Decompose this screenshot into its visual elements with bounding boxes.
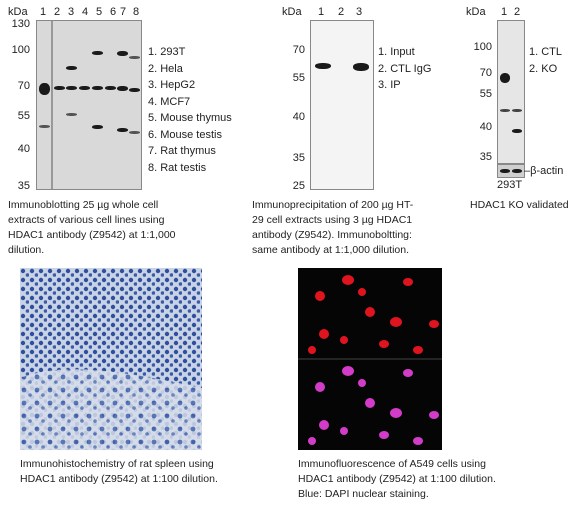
legend-item: 3. IP [378, 79, 401, 91]
panel-b-unit: kDa [282, 6, 302, 18]
caption-line: Immunohistochemistry of rat spleen using [20, 458, 214, 470]
caption-line: Immunoblotting 25 µg whole cell [8, 199, 159, 211]
lane-label: 3 [356, 6, 363, 18]
caption-line: Blue: DAPI nuclear staining. [298, 488, 429, 500]
ihc-image [20, 268, 202, 450]
lane-label: 1 [318, 6, 325, 18]
mw-marker: 55 [292, 72, 305, 84]
mw-marker: 35 [17, 180, 30, 192]
caption-line: Immunoprecipitation of 200 µg HT- [252, 199, 414, 211]
western-blot-b [310, 20, 374, 190]
mw-marker: 70 [479, 67, 492, 79]
western-blot-a [36, 20, 142, 190]
panel-b-legend: 1. Input 2. CTL IgG 3. IP [378, 44, 431, 94]
lane-label: 6 [110, 6, 117, 18]
caption-line: HDAC1 KO validated [470, 199, 569, 211]
mw-marker: 70 [17, 80, 30, 92]
mw-marker: 55 [17, 110, 30, 122]
legend-item: 8. Rat testis [148, 161, 207, 174]
mw-marker: 25 [292, 180, 305, 192]
lane-label: 3 [68, 6, 75, 18]
caption-line: same antibody at 1:1,000 dilution. [252, 244, 410, 256]
lane-label: 1 [501, 6, 508, 18]
mw-marker: 70 [292, 44, 305, 56]
caption-line: dilution. [8, 244, 45, 256]
mw-marker: 40 [292, 111, 305, 123]
lane-label: 7 [120, 6, 127, 18]
legend-item: 6. Mouse testis [148, 128, 222, 141]
panel-a-unit: kDa [8, 6, 28, 18]
actin-label: –β-actin [524, 165, 564, 177]
lane-label: 1 [40, 6, 47, 18]
legend-item: 5. Mouse thymus [148, 112, 232, 124]
panel-c-unit: kDa [466, 6, 486, 18]
mw-marker: 55 [479, 88, 492, 100]
lane-label: 2 [514, 6, 521, 18]
caption-line: HDAC1 antibody (Z9542) at 1:100 dilution… [20, 473, 218, 485]
caption-line: antibody (Z9542). Immunoboltting: [252, 229, 412, 241]
panel-d-caption: Immunohistochemistry of rat spleen using… [20, 457, 280, 487]
panel-b-caption: Immunoprecipitation of 200 µg HT- 29 cel… [252, 198, 462, 258]
legend-item: 2. CTL IgG [378, 62, 432, 75]
mw-marker: 100 [11, 44, 30, 56]
legend-item: 1. 293T [148, 46, 186, 58]
mw-marker: 130 [11, 18, 30, 30]
lane-label: 5 [96, 6, 103, 18]
lane-label: 4 [82, 6, 89, 18]
mw-marker: 35 [479, 151, 492, 163]
caption-line: Immunofluorescence of A549 cells using [298, 458, 486, 470]
panel-c-caption: HDAC1 KO validated [470, 198, 575, 213]
mw-marker: 40 [17, 143, 30, 155]
cell-line-label: 293T [497, 179, 523, 191]
lane-label: 8 [133, 6, 140, 18]
lane-label: 2 [54, 6, 61, 18]
panel-a-caption: Immunoblotting 25 µg whole cell extracts… [8, 198, 248, 258]
panel-c-legend: 1. CTL 2. KO [529, 44, 562, 77]
panel-a-legend: 1. 293T 2. Hela 3. HepG2 4. MCF7 5. Mous… [148, 44, 232, 176]
legend-item: 1. Input [378, 46, 415, 58]
caption-line: HDAC1 antibody (Z9542) at 1:1,000 [8, 229, 176, 241]
caption-line: HDAC1 antibody (Z9542) at 1:100 dilution… [298, 473, 496, 485]
legend-item: 4. MCF7 [148, 95, 191, 108]
lane-label: 2 [338, 6, 345, 18]
mw-marker: 35 [292, 152, 305, 164]
legend-item: 3. HepG2 [148, 79, 196, 91]
legend-item: 7. Rat thymus [148, 145, 216, 157]
mw-marker: 40 [479, 121, 492, 133]
caption-line: 29 cell extracts using 3 µg HDAC1 [252, 214, 413, 226]
mw-marker: 100 [473, 41, 492, 53]
legend-item: 1. CTL [529, 46, 563, 58]
legend-item: 2. Hela [148, 62, 183, 75]
if-image [298, 268, 442, 450]
panel-e-caption: Immunofluorescence of A549 cells using H… [298, 457, 568, 502]
actin-blot [497, 164, 525, 178]
caption-line: extracts of various cell lines using [8, 214, 165, 226]
legend-item: 2. KO [529, 62, 558, 75]
western-blot-c [497, 20, 525, 164]
